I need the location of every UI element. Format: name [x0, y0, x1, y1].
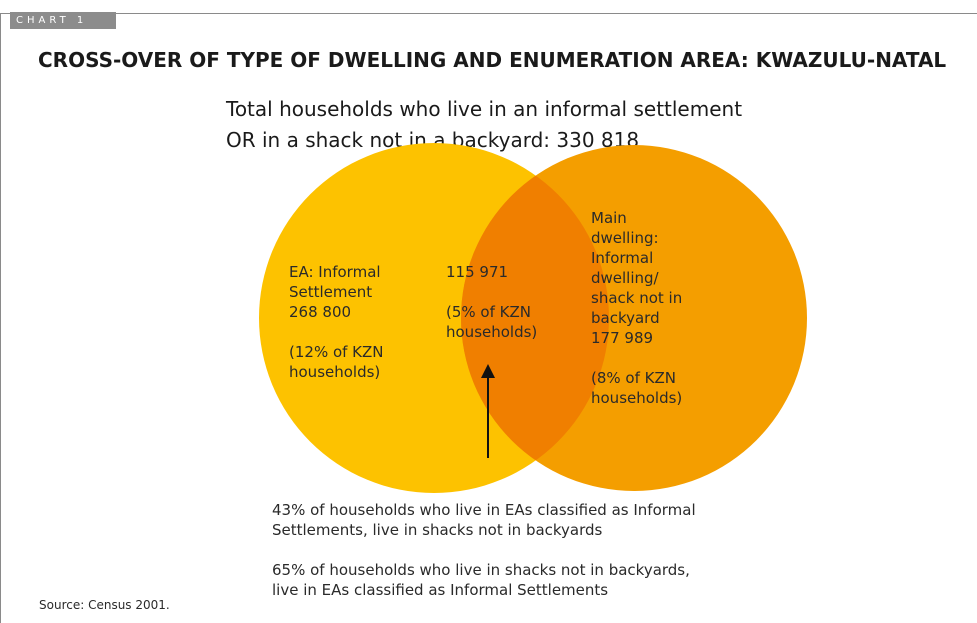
chart-tab: CHART 1 — [10, 12, 116, 29]
right-name-line-2: dwelling: — [591, 229, 659, 247]
overlap-pct-line-2: households) — [446, 323, 538, 341]
left-pct-line-1: (12% of KZN — [289, 343, 384, 361]
left-value: 268 800 — [289, 303, 352, 321]
subtitle-line-1: Total households who live in an informal… — [226, 97, 743, 121]
right-name-line-4: dwelling/ — [591, 269, 659, 287]
left-name-line-1: EA: Informal — [289, 263, 381, 281]
left-pct-line-2: households) — [289, 363, 381, 381]
right-pct-line-2: households) — [591, 389, 683, 407]
left-name-line-2: Settlement — [289, 283, 373, 301]
right-name-line-5: shack not in — [591, 289, 683, 307]
label-ea-informal-settlement: EA: Informal Settlement 268 800 (12% of … — [289, 262, 409, 382]
note-2-line-2: live in EAs classified as Informal Settl… — [272, 581, 609, 599]
note-1-line-1: 43% of households who live in EAs classi… — [272, 501, 696, 519]
subtitle: Total households who live in an informal… — [226, 94, 846, 156]
label-shack-not-in-backyard: Main dwelling: Informal dwelling/ shack … — [591, 208, 711, 408]
chart-title: CROSS-OVER OF TYPE OF DWELLING AND ENUME… — [38, 48, 947, 72]
right-name-line-3: Informal — [591, 249, 654, 267]
label-overlap: 115 971 (5% of KZN households) — [446, 262, 566, 342]
frame-left-rule — [0, 13, 1, 623]
overlap-value: 115 971 — [446, 263, 509, 281]
note-2: 65% of households who live in shacks not… — [272, 560, 772, 600]
right-name-line-6: backyard — [591, 309, 660, 327]
overlap-pct-line-1: (5% of KZN — [446, 303, 531, 321]
frame-top-rule — [0, 13, 977, 14]
source-note: Source: Census 2001. — [39, 598, 170, 612]
notes: 43% of households who live in EAs classi… — [272, 500, 772, 620]
note-1-line-2: Settlements, live in shacks not in backy… — [272, 521, 603, 539]
arrow-head — [481, 364, 495, 378]
right-value: 177 989 — [591, 329, 654, 347]
overlap-region — [461, 145, 609, 491]
note-2-line-1: 65% of households who live in shacks not… — [272, 561, 690, 579]
right-pct-line-1: (8% of KZN — [591, 369, 676, 387]
right-name-line-1: Main — [591, 209, 627, 227]
note-1: 43% of households who live in EAs classi… — [272, 500, 772, 540]
